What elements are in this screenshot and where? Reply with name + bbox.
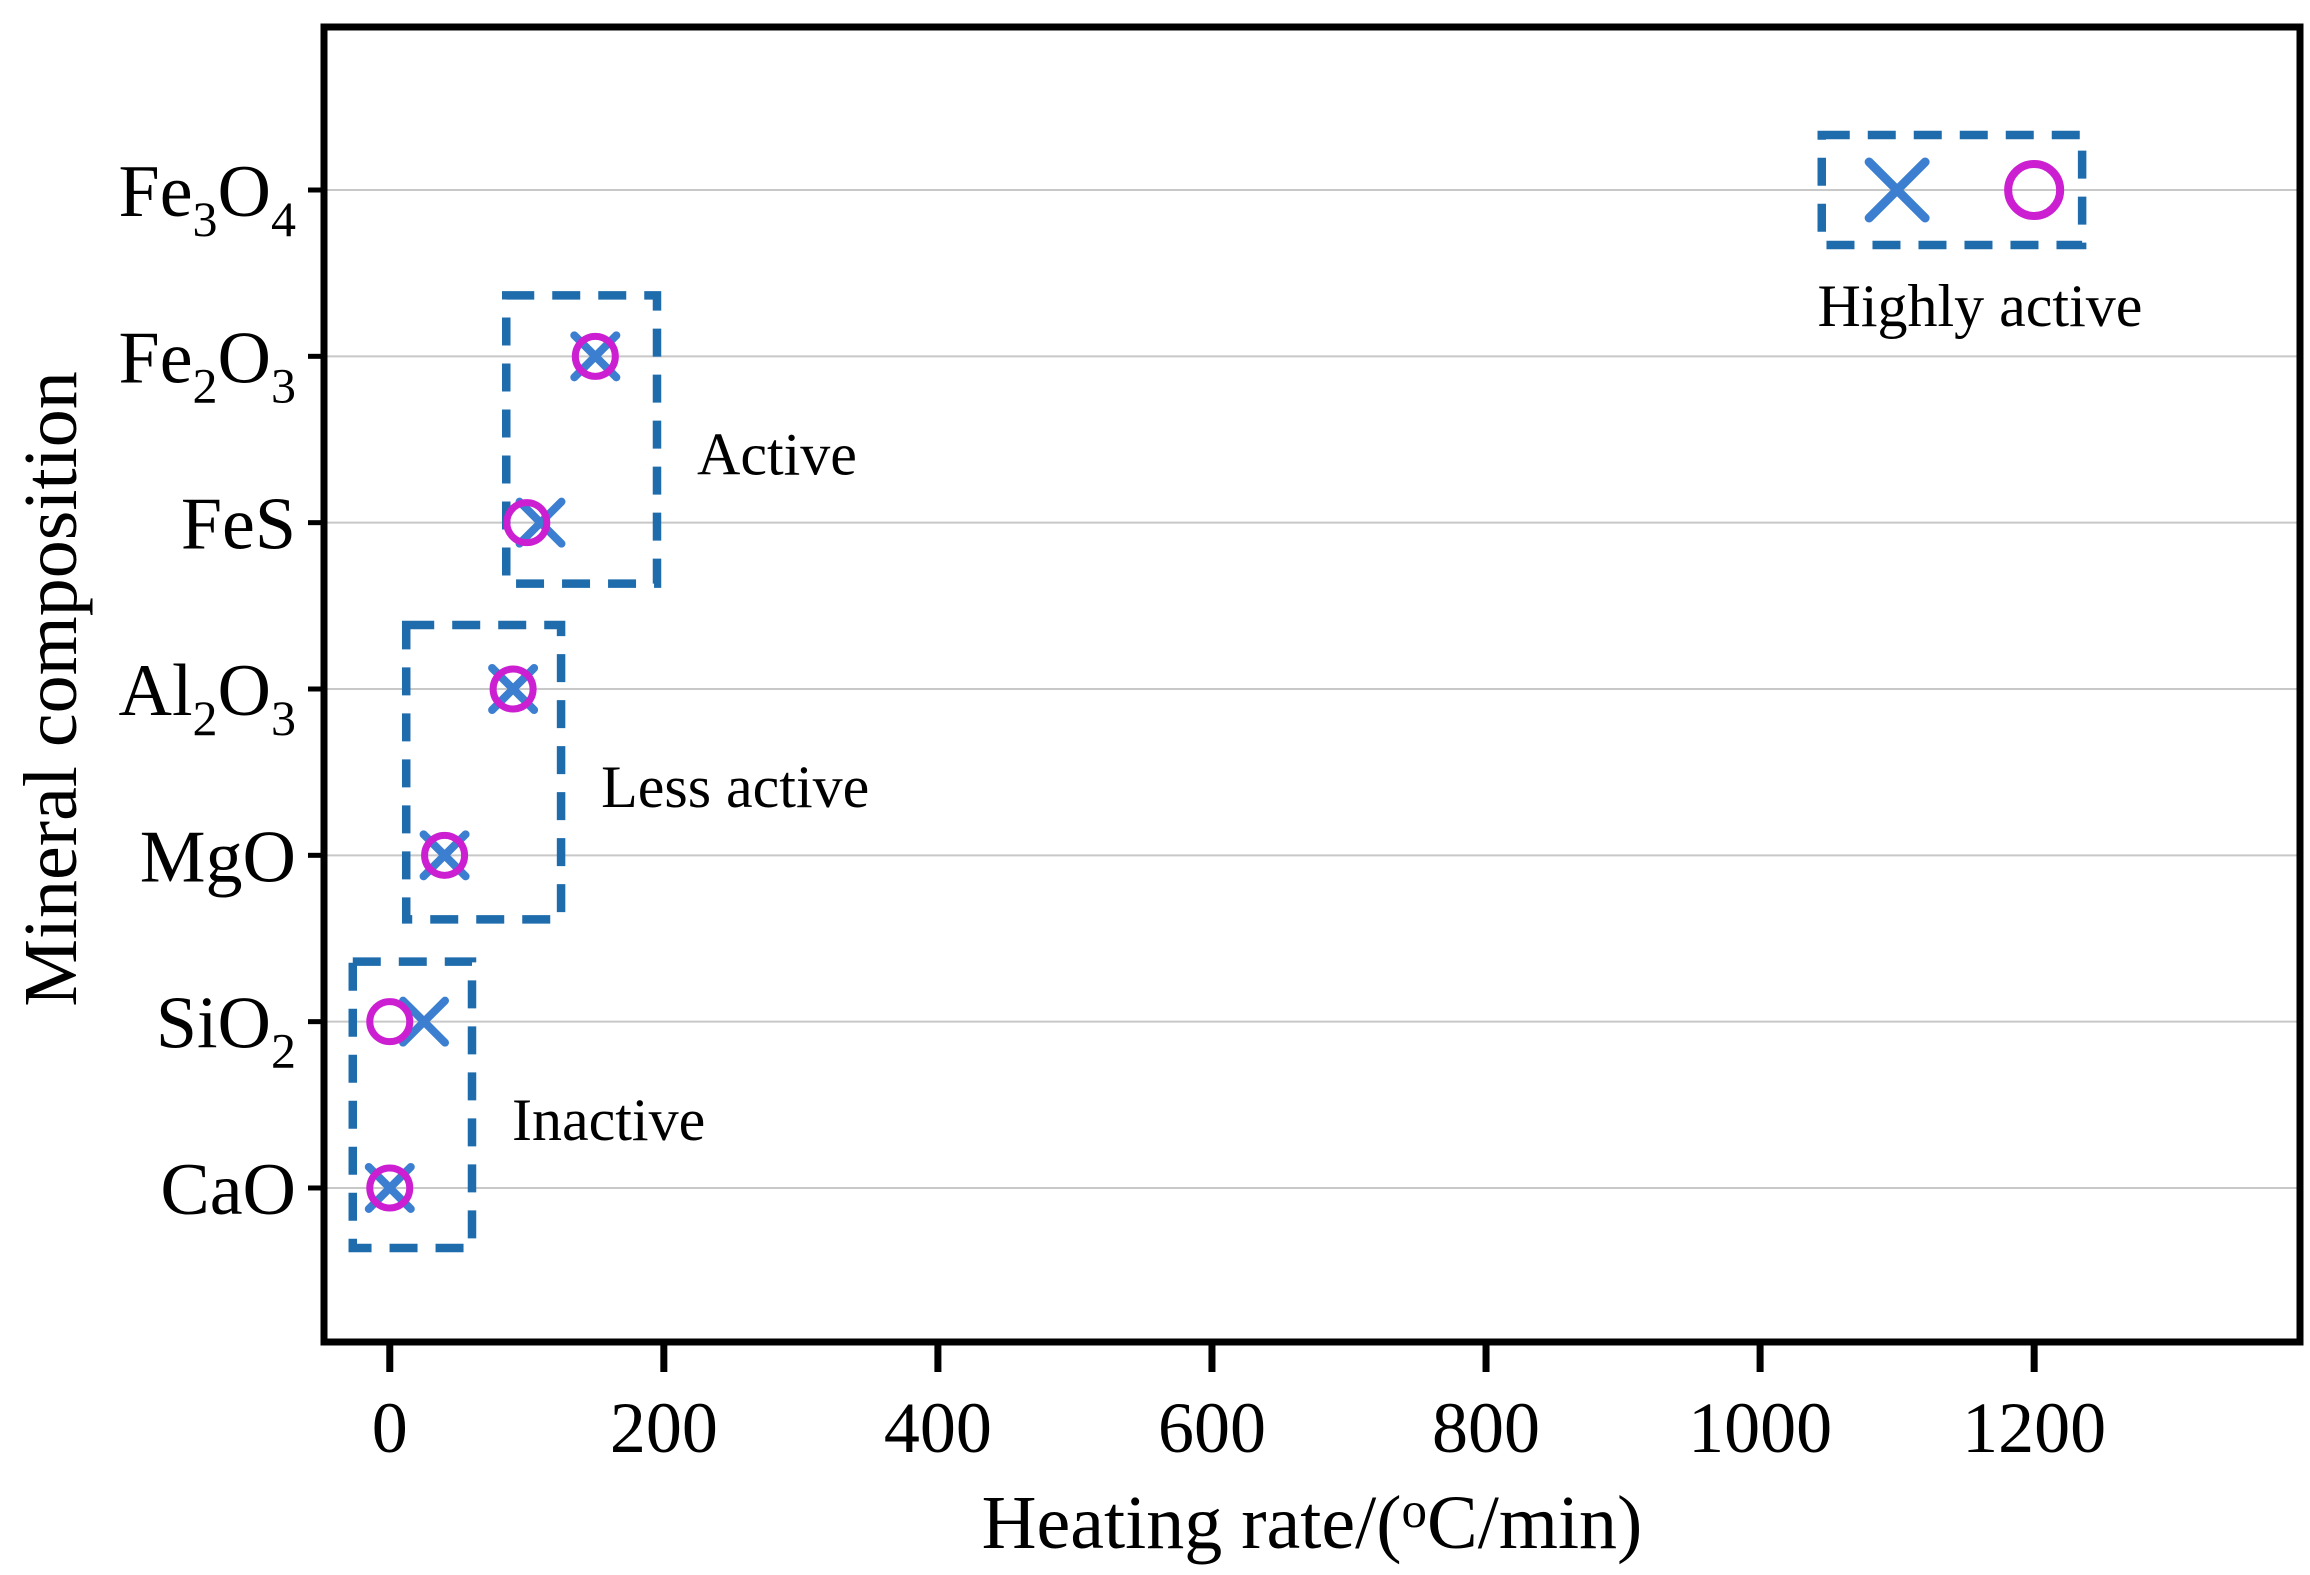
annotation-label-highly-active: Highly active bbox=[1817, 273, 2142, 339]
annotation-boxes bbox=[348, 130, 2087, 1253]
annotation-label-less-active: Less active bbox=[601, 754, 869, 820]
label-part: Heating rate/( bbox=[982, 1481, 1402, 1565]
marker-o-cao bbox=[366, 1164, 414, 1212]
label-part: Al bbox=[119, 650, 193, 732]
y-axis-title: Mineral composition bbox=[9, 371, 93, 1006]
x-axis-title: Heating rate/(oC/min) bbox=[982, 1481, 1643, 1565]
series-o-markers bbox=[366, 160, 2065, 1212]
label-part: 4 bbox=[271, 191, 296, 247]
label-part: 2 bbox=[193, 357, 218, 413]
y-category-label-fe2o3: Fe2O3 bbox=[119, 317, 296, 413]
x-tick-label-1000: 1000 bbox=[1688, 1388, 1832, 1468]
marker-x-fe3o4 bbox=[1864, 157, 1930, 223]
group-box-inactive bbox=[348, 957, 477, 1253]
label-part: 2 bbox=[271, 1023, 296, 1079]
x-tick-label-1200: 1200 bbox=[1962, 1388, 2106, 1468]
x-tick-label-800: 800 bbox=[1432, 1388, 1540, 1468]
marker-o-fe3o4 bbox=[2004, 160, 2065, 220]
marker-x-sio2 bbox=[399, 996, 450, 1047]
x-tick-label-0: 0 bbox=[372, 1388, 408, 1468]
x-tick-label-400: 400 bbox=[884, 1388, 992, 1468]
y-category-label-al2o3: Al2O3 bbox=[119, 650, 296, 746]
x-stroke bbox=[1864, 157, 1930, 223]
x-tick-labels: 0 200 400 600 800 1000 1200 bbox=[372, 1388, 2106, 1468]
label-part: O bbox=[218, 317, 271, 399]
y-category-label-fe3o4: Fe3O4 bbox=[119, 151, 296, 247]
label-part: O bbox=[218, 650, 271, 732]
label-part: 3 bbox=[271, 357, 296, 413]
marker-o-sio2 bbox=[366, 998, 414, 1046]
y-category-label-cao: CaO bbox=[160, 1149, 296, 1231]
label-part: 2 bbox=[193, 690, 218, 746]
marker-o-al2o3 bbox=[489, 665, 537, 713]
label-part: FeS bbox=[181, 484, 296, 566]
label-part: 3 bbox=[193, 191, 218, 247]
label-part: o bbox=[1402, 1483, 1428, 1539]
x-axis-ticks bbox=[386, 1342, 2038, 1372]
x-tick-label-200: 200 bbox=[610, 1388, 718, 1468]
group-box-less-active bbox=[401, 620, 566, 924]
y-category-label-fes: FeS bbox=[181, 484, 296, 566]
annotation-label-inactive: Inactive bbox=[512, 1087, 705, 1153]
annotation-labels: Highly active Active Less active Inactive bbox=[512, 273, 2142, 1153]
marker-o-mgo bbox=[421, 831, 469, 879]
marker-x-fes bbox=[515, 497, 566, 548]
label-part: Fe bbox=[119, 317, 193, 399]
y-category-label-sio2: SiO2 bbox=[156, 983, 296, 1079]
plot-border bbox=[320, 23, 2304, 1346]
x-stroke bbox=[515, 497, 566, 548]
label-part: O bbox=[218, 151, 271, 233]
x-tick-label-600: 600 bbox=[1158, 1388, 1266, 1468]
label-part: SiO bbox=[156, 983, 271, 1065]
label-part: 3 bbox=[271, 690, 296, 746]
data-markers bbox=[364, 157, 2065, 1213]
label-part: MgO bbox=[140, 816, 296, 898]
label-part: CaO bbox=[160, 1149, 296, 1231]
marker-o-fe2o3 bbox=[571, 332, 619, 380]
marker-o-fes bbox=[503, 499, 551, 547]
group-box-active bbox=[502, 291, 662, 588]
label-part: C/min) bbox=[1427, 1481, 1642, 1565]
x-stroke bbox=[399, 996, 450, 1047]
annotation-label-active: Active bbox=[697, 421, 857, 487]
y-category-label-mgo: MgO bbox=[140, 816, 296, 898]
label-part: Fe bbox=[119, 151, 193, 233]
